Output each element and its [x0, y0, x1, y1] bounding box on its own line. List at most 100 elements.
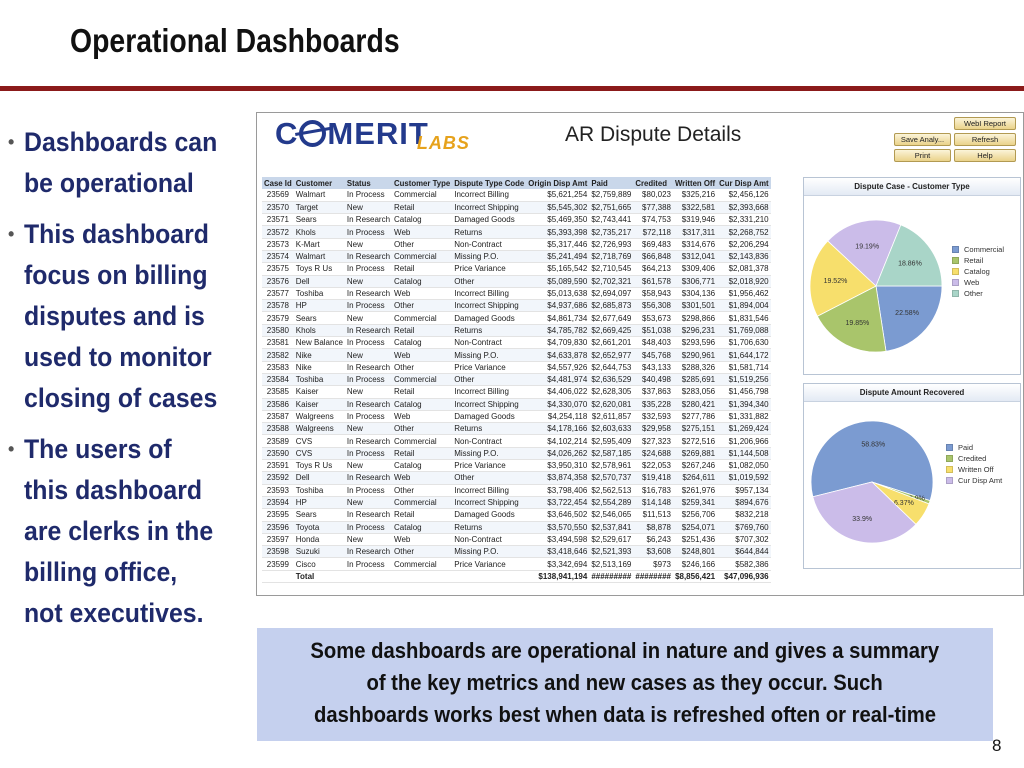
- table-row[interactable]: 23592 Dell In Research Web Other $3,874,358 $2…: [262, 471, 771, 485]
- table-cell: In Process: [344, 336, 393, 350]
- table-row[interactable]: 23589 CVS In Research Commercial Non-Contrac…: [262, 434, 771, 448]
- column-header[interactable]: Origin Disp Amt: [526, 177, 590, 189]
- table-cell: 23584: [262, 373, 294, 387]
- chart-title: Dispute Case - Customer Type: [804, 178, 1020, 196]
- table-cell: 23576: [262, 275, 294, 288]
- table-row[interactable]: 23576 Dell New Catalog Other $5,089,590 $2,702…: [262, 275, 771, 288]
- table-cell: New Balance: [293, 336, 345, 350]
- bullet-line: billing office,: [24, 557, 178, 587]
- column-header[interactable]: Dispute Type Code: [452, 177, 527, 189]
- table-row[interactable]: 23573 K-Mart New Other Non-Contract $5,317,44…: [262, 238, 771, 251]
- help-button[interactable]: Help: [954, 149, 1016, 162]
- table-cell: In Process: [344, 410, 393, 424]
- table-row[interactable]: 23590 CVS In Process Retail Missing P.O. $4,0…: [262, 447, 771, 461]
- table-cell: $277,786: [672, 410, 718, 424]
- pie-slice-other[interactable]: [875, 224, 943, 287]
- column-header[interactable]: Customer Type: [392, 177, 453, 189]
- table-cell: $66,848: [633, 250, 673, 264]
- table-cell: $14,148: [633, 496, 673, 510]
- table-cell: $1,269,424: [717, 422, 771, 436]
- table-row[interactable]: 23594 HP New Commercial Incorrect Shipping $3…: [262, 496, 771, 510]
- table-row[interactable]: 23579 Sears New Commercial Damaged Goods $4,8…: [262, 311, 771, 325]
- pie-slice-paid[interactable]: [810, 420, 934, 502]
- table-row[interactable]: 23581 New Balance In Process Catalog Non-Con…: [262, 336, 771, 350]
- column-header[interactable]: Credited: [633, 177, 673, 189]
- table-cell: $290,961: [672, 348, 718, 362]
- table-row[interactable]: 23584 Toshiba In Process Commercial Other $4,…: [262, 373, 771, 387]
- table-cell: Other: [452, 373, 527, 387]
- table-cell: Retail: [392, 324, 453, 338]
- table-row[interactable]: 23578 HP In Process Other Incorrect Shipping…: [262, 299, 771, 313]
- table-row[interactable]: 23583 Nike In Research Other Price Variance $…: [262, 361, 771, 374]
- table-cell: $1,894,004: [717, 299, 771, 313]
- column-header[interactable]: Written Off: [672, 177, 718, 189]
- table-row[interactable]: 23597 Honda New Web Non-Contract $3,494,598 $2…: [262, 533, 771, 547]
- table-row[interactable]: 23596 Toyota In Process Catalog Returns $3,57…: [262, 521, 771, 534]
- column-header[interactable]: Cur Disp Amt: [717, 177, 771, 189]
- table-row[interactable]: 23591 Toys R Us New Catalog Price Variance $3…: [262, 459, 771, 473]
- table-cell: $2,685,873: [589, 299, 634, 313]
- table-row[interactable]: 23588 Walgreens New Other Returns $4,178,166 $…: [262, 422, 771, 436]
- table-row[interactable]: 23570 Target New Retail Incorrect Shipping $5…: [262, 201, 771, 215]
- table-cell: Retail: [392, 447, 453, 461]
- legend-label: Credited: [958, 454, 987, 463]
- table-row[interactable]: 23571 Sears In Research Catalog Damaged Good…: [262, 213, 771, 227]
- column-header[interactable]: Status: [344, 177, 393, 189]
- pie-slice-commercial[interactable]: [875, 285, 943, 352]
- table-row[interactable]: 23586 Kaiser In Research Catalog Incorrect S…: [262, 398, 771, 411]
- table-cell: 23586: [262, 398, 294, 411]
- table-cell: Retail: [392, 385, 453, 399]
- table-row[interactable]: 23574 Walmart In Research Commercial Missing…: [262, 250, 771, 264]
- table-cell: $1,706,630: [717, 336, 771, 350]
- table-cell: In Process: [344, 373, 393, 387]
- table-cell: $4,254,118: [526, 410, 590, 424]
- table-cell: Incorrect Billing: [452, 484, 527, 497]
- table-cell: In Research: [344, 324, 393, 338]
- table-row[interactable]: 23582 Nike New Web Missing P.O. $4,633,878 $2,…: [262, 348, 771, 362]
- table-row[interactable]: 23599 Cisco In Process Commercial Price Vari…: [262, 557, 771, 571]
- table-cell: Other: [452, 471, 527, 485]
- bullet-line: this dashboard: [24, 475, 203, 505]
- table-row[interactable]: 23569 Walmart In Process Commercial Incorrec…: [262, 189, 771, 202]
- chart-legend: Paid Credited Written Off Cur Disp Amt: [946, 442, 1002, 486]
- save-analysis-button[interactable]: Save Analy...: [894, 133, 951, 146]
- table-cell: $138,941,194: [526, 569, 590, 584]
- column-header[interactable]: Paid: [589, 177, 634, 189]
- table-cell: Honda: [293, 533, 345, 547]
- table-row[interactable]: 23572 Khols In Process Web Returns $5,393,398…: [262, 225, 771, 239]
- pie-data-label: 19.52%: [824, 278, 848, 285]
- table-total-row[interactable]: Total $138,941,194 ######### ######## $8,856…: [262, 569, 771, 584]
- table-row[interactable]: 23580 Khols In Research Retail Returns $4,785…: [262, 324, 771, 338]
- legend-swatch: [952, 279, 959, 286]
- pie-data-label: 58.83%: [861, 442, 885, 449]
- table-cell: $27,323: [633, 434, 673, 448]
- pie-slice-cur-disp-amt[interactable]: [812, 481, 917, 544]
- refresh-button[interactable]: Refresh: [954, 133, 1016, 146]
- column-header[interactable]: Customer: [293, 177, 345, 189]
- table-row[interactable]: 23587 Walgreens In Process Web Damaged Goods…: [262, 410, 771, 424]
- table-cell: $314,676: [672, 238, 718, 251]
- column-header[interactable]: Case Id: [262, 177, 294, 189]
- webi-report-button[interactable]: WebI Report: [954, 117, 1016, 130]
- pie-data-label: 18.86%: [898, 261, 922, 268]
- table-cell: $3,342,694: [526, 557, 590, 571]
- table-row[interactable]: 23577 Toshiba In Research Web Incorrect Bill…: [262, 287, 771, 301]
- table-cell: Catalog: [392, 275, 453, 288]
- table-row[interactable]: 23598 Suzuki In Research Other Missing P.O. $…: [262, 545, 771, 559]
- legend-swatch: [946, 444, 953, 451]
- print-button[interactable]: Print: [894, 149, 951, 162]
- table-cell: Other: [392, 238, 453, 251]
- table-row[interactable]: 23595 Sears In Research Retail Damaged Goods…: [262, 508, 771, 522]
- pie-slice-catalog[interactable]: [809, 240, 877, 317]
- table-row[interactable]: 23575 Toys R Us In Process Retail Price Vari…: [262, 262, 771, 276]
- table-cell: Incorrect Shipping: [452, 398, 527, 411]
- pie-slice-retail[interactable]: [816, 285, 887, 353]
- table-cell: CVS: [293, 447, 345, 461]
- logo-wordmark: C MERIT: [275, 116, 429, 151]
- table-cell: $254,071: [672, 521, 718, 534]
- table-cell: $24,688: [633, 447, 673, 461]
- table-row[interactable]: 23585 Kaiser New Retail Incorrect Billing $4,…: [262, 385, 771, 399]
- table-cell: Kaiser: [293, 398, 345, 411]
- table-row[interactable]: 23593 Toshiba In Process Other Incorrect Bil…: [262, 484, 771, 497]
- table-cell: Other: [392, 299, 453, 313]
